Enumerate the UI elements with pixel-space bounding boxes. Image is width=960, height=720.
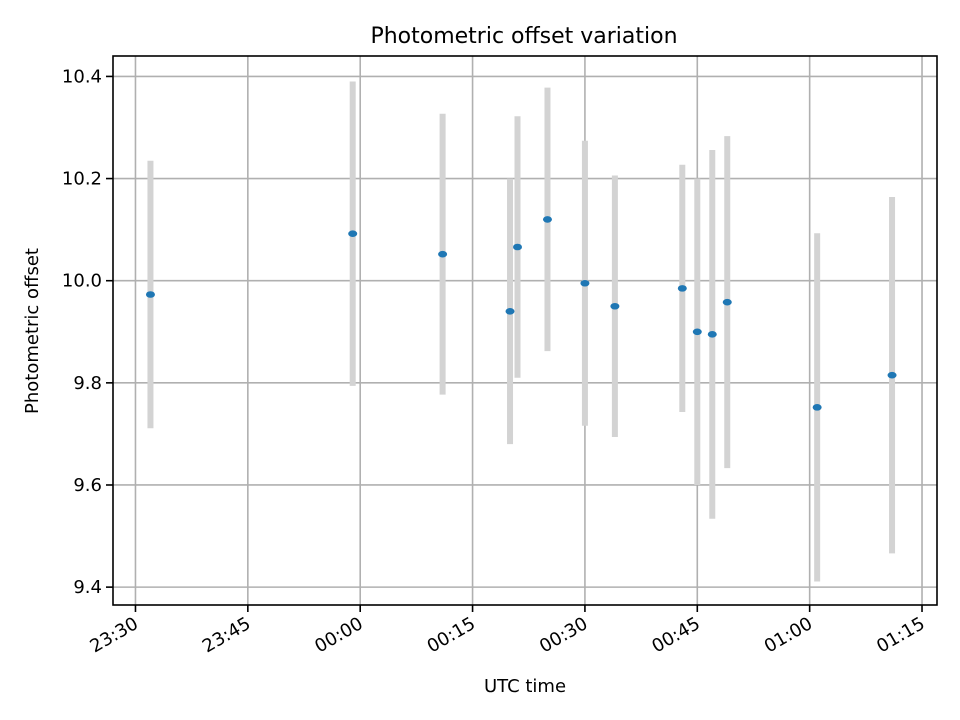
data-point [145,291,155,298]
data-point [692,328,702,336]
y-tick-label: 10.4 [62,66,102,87]
grid [113,56,937,605]
y-tick-label: 9.4 [73,577,102,598]
data-point [722,298,732,306]
data-point [348,230,358,238]
data-point [677,285,687,292]
x-tick-label: 00:30 [536,613,591,657]
x-tick-label: 00:00 [311,613,366,657]
x-tick-label: 00:15 [424,613,479,657]
x-tick-label: 23:30 [87,613,142,657]
y-tick-label: 9.6 [73,475,102,496]
y-tick-label: 9.8 [73,373,102,394]
data-point [887,371,897,379]
data-point [438,250,448,258]
x-tick-label: 01:15 [873,613,928,657]
data-point [707,331,717,338]
y-axis: 9.4 9.6 9.8 10.0 10.2 10.4 [62,66,113,598]
data-point [542,216,552,223]
x-tick-label: 00:45 [648,613,703,657]
data-point [513,243,523,251]
y-tick-label: 10.2 [62,169,102,190]
x-axis: 23:30 23:45 00:00 00:15 00:30 00:45 01:00 01:15 [87,605,929,657]
data-points [145,216,897,411]
x-tick-label: 01:00 [761,613,816,657]
plot-frame [112,55,938,606]
data-point [812,404,822,411]
data-point [505,308,515,315]
x-axis-label: UTC time [484,676,566,697]
chart-title: Photometric offset variation [370,24,677,49]
y-axis-label: Photometric offset [22,248,43,414]
data-point [610,302,620,310]
error-bars [147,81,896,582]
x-tick-label: 23:45 [199,613,254,657]
data-point [580,279,590,287]
y-tick-label: 10.0 [62,271,102,292]
